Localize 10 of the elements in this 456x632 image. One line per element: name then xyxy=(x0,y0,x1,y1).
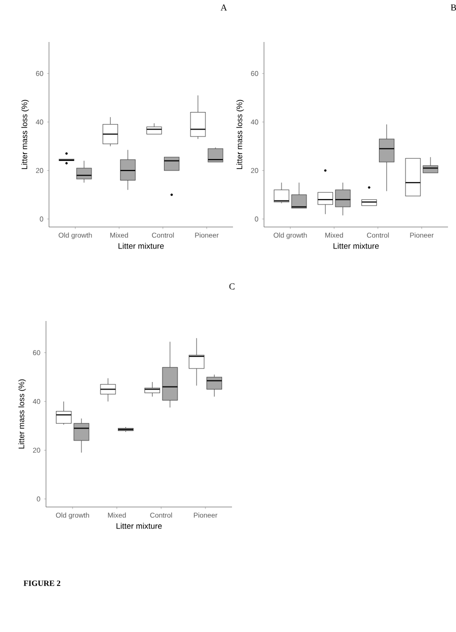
chart-title: A xyxy=(220,4,227,10)
y-axis-title: Litter mass loss (%) xyxy=(18,379,26,448)
chart-title: B xyxy=(450,4,456,10)
chart-title: C xyxy=(229,283,235,290)
y-axis-title: Litter mass loss (%) xyxy=(21,100,29,169)
x-axis-title: Litter mixture xyxy=(334,242,379,249)
caption: FIGURE 2 xyxy=(24,580,60,586)
y-axis-title: Litter mass loss (%) xyxy=(236,100,244,169)
x-axis-title: Litter mixture xyxy=(116,522,162,529)
x-axis-title: Litter mixture xyxy=(118,242,164,249)
